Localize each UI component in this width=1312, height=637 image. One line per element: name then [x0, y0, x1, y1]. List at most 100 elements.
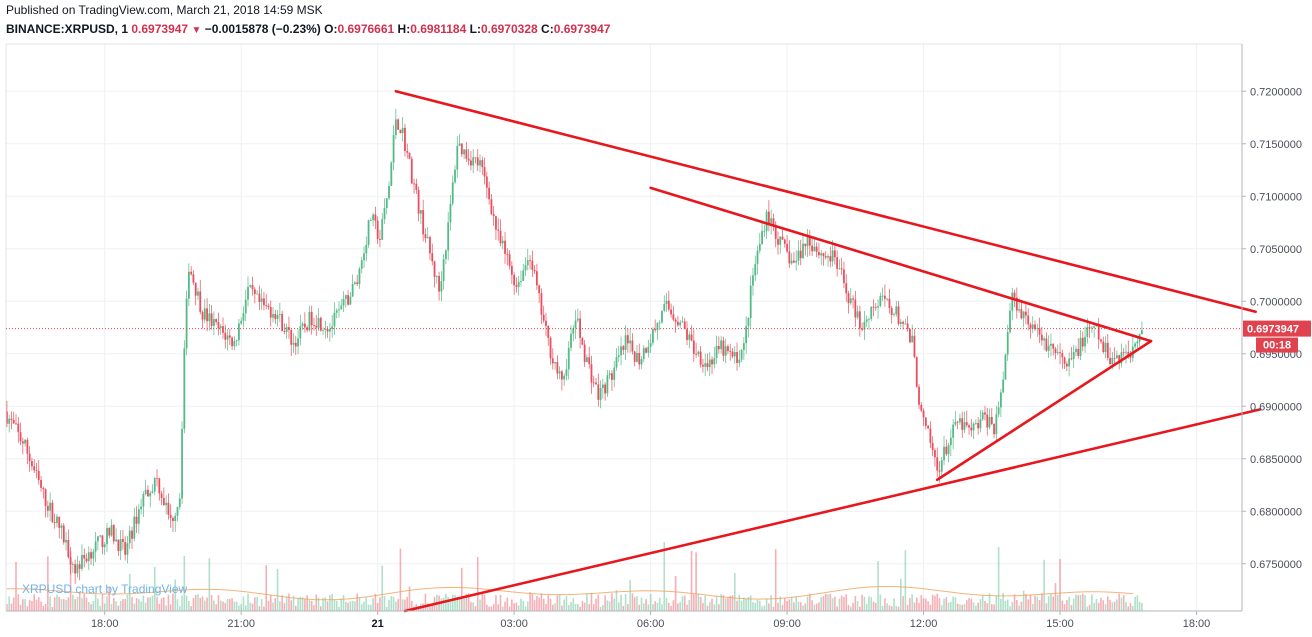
volume-bar	[627, 604, 629, 611]
candle-body	[156, 478, 158, 479]
candle-body	[888, 298, 891, 308]
volume-bar	[83, 593, 86, 611]
candle-body	[688, 334, 691, 340]
volume-bar	[92, 600, 95, 611]
candle-body	[1054, 348, 1057, 354]
candle-body	[872, 306, 875, 308]
volume-bar	[256, 596, 258, 611]
volume-bar	[6, 604, 8, 611]
volume-bar	[658, 597, 661, 611]
candle-body	[808, 236, 811, 246]
volume-bar	[119, 600, 122, 611]
volume-bar	[1063, 604, 1066, 611]
candle-body	[1111, 357, 1114, 365]
candle-body	[1061, 353, 1064, 358]
volume-bar	[802, 605, 804, 611]
candle-body	[529, 260, 531, 261]
volume-bar	[822, 596, 825, 611]
volume-bar	[117, 605, 120, 611]
candle-body	[426, 237, 429, 239]
candle-body	[51, 502, 54, 523]
candle-body	[829, 256, 832, 262]
candle-body	[53, 522, 56, 523]
volume-bar	[395, 601, 397, 611]
volume-bar	[160, 598, 163, 611]
chart-watermark[interactable]: XRPUSD chart by TradingView	[22, 582, 188, 596]
volume-bar	[1091, 594, 1093, 611]
candle-body	[192, 274, 195, 283]
volume-bar	[229, 599, 231, 611]
volume-bar	[40, 601, 42, 611]
candle-body	[447, 222, 450, 251]
volume-bar	[90, 604, 92, 611]
volume-bar	[952, 596, 954, 611]
volume-bar	[281, 595, 283, 611]
volume-bar	[454, 595, 456, 611]
volume-bar	[1061, 600, 1064, 611]
volume-bar	[954, 597, 957, 611]
candle-body	[306, 327, 309, 331]
candle-body	[410, 158, 413, 184]
candle-body	[804, 243, 807, 247]
candle-body	[604, 384, 607, 394]
volume-bar	[222, 601, 224, 611]
volume-bar	[31, 601, 33, 611]
volume-bar	[997, 546, 1000, 611]
candle-body	[49, 502, 52, 511]
candle-body	[1136, 341, 1139, 344]
candle-body	[924, 417, 927, 426]
symbol-label[interactable]: BINANCE:XRPUSD, 1	[6, 22, 129, 36]
volume-bar	[376, 603, 379, 611]
volume-bar	[1020, 601, 1023, 611]
volume-bar	[838, 598, 841, 611]
candle-body	[1093, 326, 1096, 328]
candle-body	[911, 335, 914, 343]
volume-bar	[920, 595, 923, 611]
volume-bar	[1018, 605, 1020, 611]
volume-bar	[995, 595, 998, 611]
volume-bar	[624, 594, 627, 611]
volume-bar	[818, 602, 820, 611]
candle-body	[1002, 379, 1005, 393]
candle-body	[26, 439, 29, 454]
price-tick-label: 0.6900000	[1250, 401, 1302, 413]
candle-body	[692, 340, 695, 354]
volume-bar	[872, 601, 875, 611]
candle-body	[565, 369, 568, 376]
candle-body	[615, 357, 618, 368]
price-axis[interactable]: 0.7200000 0.7150000 0.7100000 0.7050000 0.70…	[6, 86, 1311, 571]
volume-bar	[194, 594, 197, 611]
candle-body	[408, 152, 411, 159]
candle-body	[356, 282, 359, 285]
candle-body	[572, 328, 575, 334]
candle-body	[858, 311, 861, 329]
candle-body	[599, 388, 602, 400]
candle-body	[187, 271, 190, 299]
candle-body	[686, 329, 688, 340]
time-axis[interactable]: 18:00 21:00 21 03:00 06:00 09:00 12:00 15:00 18:…	[91, 611, 1210, 630]
candle-body	[240, 320, 243, 324]
volume-bar	[188, 600, 190, 611]
volume-bar	[85, 597, 88, 611]
candle-body	[638, 353, 641, 365]
candle-body	[690, 334, 693, 341]
candle-body	[588, 357, 591, 365]
open-value: 0.6976661	[337, 22, 395, 36]
candle-body	[954, 421, 957, 425]
candle-body	[897, 306, 900, 324]
volume-bar	[1113, 601, 1116, 611]
trendline-drawings[interactable]	[394, 89, 1262, 613]
candle-body	[1075, 348, 1077, 352]
candle-body	[274, 314, 277, 319]
candle-body	[103, 544, 106, 548]
candle-body	[595, 382, 597, 385]
volume-bar	[1136, 595, 1139, 611]
candle-body	[642, 348, 645, 360]
candle-body	[147, 489, 149, 497]
candle-body	[956, 421, 959, 423]
candle-body	[997, 407, 1000, 415]
candle-body	[6, 411, 8, 424]
volume-bar	[1118, 593, 1120, 611]
volume-bar	[606, 600, 609, 611]
